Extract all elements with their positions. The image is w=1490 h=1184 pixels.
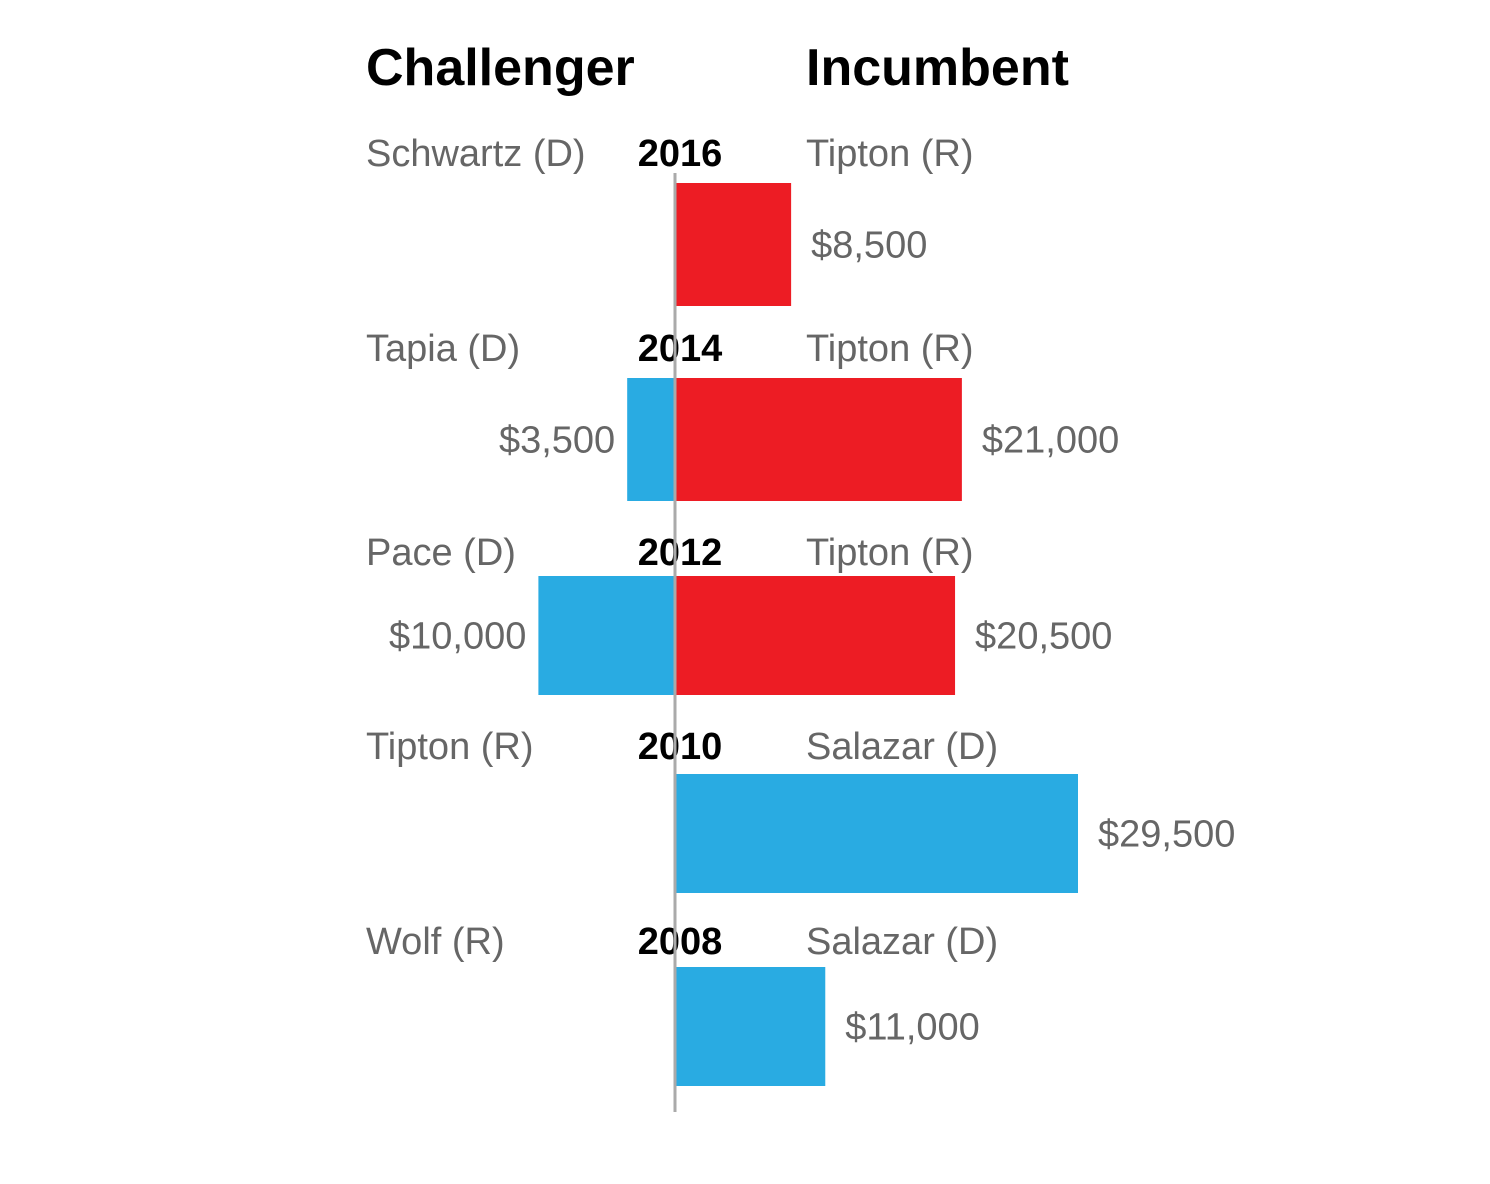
year-label: 2016 xyxy=(638,133,723,175)
challenger-header: Challenger xyxy=(366,39,635,97)
incumbent-name: Tipton (R) xyxy=(806,328,974,370)
incumbent-header: Incumbent xyxy=(806,39,1069,97)
incumbent-name: Tipton (R) xyxy=(806,133,974,175)
incumbent-value-label: $8,500 xyxy=(811,225,927,267)
challenger-name: Wolf (R) xyxy=(366,921,505,963)
challenger-name: Tipton (R) xyxy=(366,726,534,768)
year-label: 2010 xyxy=(638,726,723,768)
incumbent-value-label: $29,500 xyxy=(1098,814,1235,856)
incumbent-name: Tipton (R) xyxy=(806,532,974,574)
incumbent-bar xyxy=(675,967,826,1086)
challenger-name: Tapia (D) xyxy=(366,328,520,370)
year-label: 2014 xyxy=(638,328,723,370)
incumbent-bar xyxy=(675,183,792,306)
challenger-bar xyxy=(627,378,675,501)
challenger-value-label: $3,500 xyxy=(499,420,615,462)
incumbent-bar xyxy=(675,576,956,695)
challenger-bar xyxy=(538,576,675,695)
incumbent-value-label: $20,500 xyxy=(975,616,1112,658)
challenger-name: Schwartz (D) xyxy=(366,133,586,175)
incumbent-bar xyxy=(675,774,1078,893)
incumbent-name: Salazar (D) xyxy=(806,921,998,963)
chart-rows: Schwartz (D) 2016 Tipton (R) $8,500 Tapia (D… xyxy=(366,133,1235,1086)
challenger-value-label: $10,000 xyxy=(389,616,526,658)
year-label: 2012 xyxy=(638,532,723,574)
incumbent-value-label: $21,000 xyxy=(982,420,1119,462)
challenger-name: Pace (D) xyxy=(366,532,516,574)
incumbent-name: Salazar (D) xyxy=(806,726,998,768)
incumbent-value-label: $11,000 xyxy=(845,1007,980,1049)
year-label: 2008 xyxy=(638,921,723,963)
incumbent-bar xyxy=(675,378,962,501)
